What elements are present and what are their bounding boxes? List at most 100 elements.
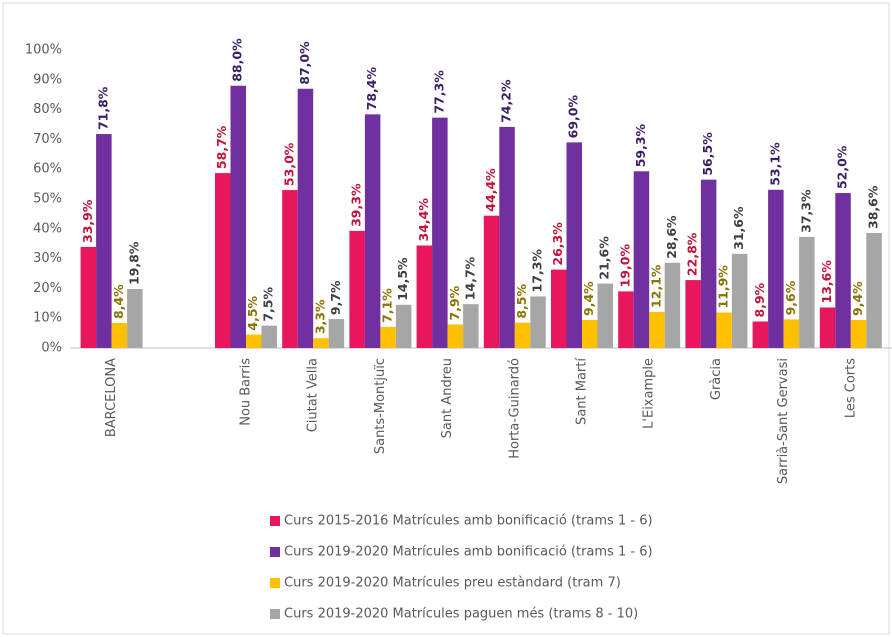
bar — [835, 193, 851, 348]
y-tick-label: 40% — [33, 221, 62, 236]
value-label: 34,4% — [416, 198, 431, 242]
bar — [261, 325, 277, 348]
bar — [483, 215, 500, 348]
bar — [850, 319, 867, 348]
bar — [447, 324, 464, 348]
y-tick-label: 100% — [25, 43, 62, 58]
bar — [416, 245, 433, 348]
bar — [364, 114, 381, 348]
y-tick-label: 90% — [33, 72, 62, 87]
y-tick-label: 30% — [33, 251, 62, 266]
value-label: 19,8% — [126, 241, 141, 285]
value-label: 87,0% — [297, 41, 312, 85]
value-label: 26,3% — [550, 222, 565, 266]
value-label: 44,4% — [483, 168, 498, 212]
bar — [597, 283, 613, 348]
x-tick-label: Gràcia — [709, 358, 724, 400]
value-label: 17,3% — [530, 249, 545, 293]
bar — [582, 319, 598, 348]
value-label: 56,5% — [700, 132, 715, 176]
bar — [395, 304, 412, 348]
value-label: 11,9% — [716, 265, 731, 309]
value-label: 7,9% — [447, 285, 462, 320]
value-label: 71,8% — [95, 86, 110, 130]
x-tick-label: Ciutat Vella — [306, 358, 321, 432]
bar — [664, 262, 681, 348]
x-tick-label: Sants-Montjuïc — [373, 358, 388, 454]
bar — [297, 88, 314, 349]
bar — [127, 288, 143, 348]
bar — [752, 321, 769, 348]
value-label: 12,1% — [648, 264, 663, 308]
bar — [380, 326, 396, 348]
value-label: 59,3% — [633, 123, 648, 167]
legend-label: Curs 2019-2020 Matrícules paguen més (tr… — [284, 607, 638, 622]
y-tick-label: 60% — [33, 162, 62, 177]
value-label: 9,4% — [581, 281, 596, 316]
bar — [230, 85, 246, 348]
bar — [96, 134, 112, 348]
y-tick-label: 10% — [33, 311, 62, 326]
bar — [80, 246, 97, 348]
x-tick-label: Sarrià-Sant Gervasi — [776, 358, 791, 484]
legend-swatch — [270, 547, 280, 557]
value-label: 8,5% — [514, 284, 529, 319]
legend-swatch — [270, 516, 280, 526]
value-label: 53,1% — [767, 142, 782, 186]
bar — [566, 142, 582, 348]
value-label: 22,8% — [685, 232, 700, 276]
bar — [768, 189, 784, 348]
bar — [618, 291, 634, 348]
bar — [349, 230, 365, 348]
value-label: 8,9% — [752, 282, 767, 317]
value-label: 4,5% — [245, 295, 260, 330]
x-tick-label: BARCELONA — [104, 358, 119, 437]
bar — [246, 334, 262, 348]
value-label: 69,0% — [566, 95, 581, 139]
legend-swatch — [270, 578, 280, 588]
value-label: 33,9% — [80, 199, 95, 243]
bar — [530, 296, 546, 348]
value-label: 52,0% — [835, 145, 850, 189]
legend-label: Curs 2015-2016 Matrícules amb bonificaci… — [284, 514, 653, 529]
value-label: 7,5% — [261, 287, 276, 322]
bar — [514, 322, 531, 348]
legend-swatch — [270, 609, 280, 619]
bar — [463, 304, 479, 348]
value-label: 9,7% — [328, 280, 343, 315]
x-tick-label: Horta-Guinardó — [507, 358, 522, 459]
x-tick-label: Sant Martí — [575, 358, 590, 425]
bar — [313, 338, 329, 348]
x-tick-label: Sant Andreu — [440, 358, 455, 438]
bar — [731, 253, 748, 348]
value-label: 77,3% — [431, 70, 446, 114]
x-tick-label: Les Corts — [843, 358, 858, 418]
bar — [282, 190, 298, 348]
value-label: 39,3% — [349, 183, 364, 227]
y-tick-label: 0% — [41, 341, 62, 356]
value-label: 74,2% — [499, 79, 514, 123]
bar — [328, 319, 345, 348]
value-label: 7,1% — [380, 288, 395, 323]
bar — [716, 312, 732, 348]
bar — [866, 232, 882, 348]
y-tick-label: 80% — [33, 102, 62, 117]
value-label: 13,6% — [819, 260, 834, 304]
bar — [215, 173, 231, 348]
bar — [633, 171, 650, 348]
y-tick-label: 50% — [33, 192, 62, 207]
value-label: 3,3% — [312, 299, 327, 334]
value-label: 58,7% — [214, 125, 229, 169]
bar — [499, 126, 515, 348]
bar — [700, 179, 717, 348]
value-label: 78,4% — [364, 67, 379, 111]
bar — [551, 269, 567, 348]
value-label: 9,4% — [850, 281, 865, 316]
bar — [649, 311, 665, 348]
x-tick-label: Nou Barris — [239, 358, 254, 426]
value-label: 28,6% — [664, 215, 679, 259]
value-label: 88,0% — [230, 38, 245, 82]
bar — [799, 236, 815, 348]
value-label: 8,4% — [111, 284, 126, 319]
